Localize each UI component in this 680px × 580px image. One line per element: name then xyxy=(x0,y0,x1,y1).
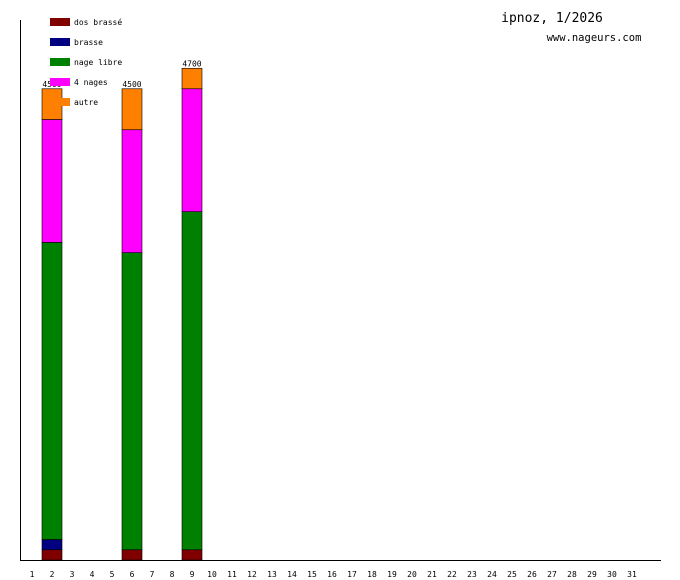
x-tick-label: 8 xyxy=(170,570,175,579)
x-tick-label: 31 xyxy=(627,570,637,579)
legend-swatch xyxy=(50,38,70,46)
x-tick-label: 4 xyxy=(90,570,95,579)
legend-label: brasse xyxy=(74,38,103,47)
bars-group xyxy=(41,67,203,561)
legend: dos brassé brasse nage libre 4 nages autre xyxy=(50,17,122,107)
bar-segment-day-9-series-0 xyxy=(181,549,203,561)
chart-subtitle: www.nageurs.com xyxy=(547,32,642,44)
bar-segment-day-9-series-4 xyxy=(181,67,203,90)
total-label-day-6: 4500 xyxy=(122,80,141,89)
x-tick-label: 29 xyxy=(587,570,597,579)
x-tick-label: 10 xyxy=(207,570,217,579)
x-tick-label: 2 xyxy=(50,570,55,579)
x-tick-label: 18 xyxy=(367,570,377,579)
x-tick-label: 19 xyxy=(387,570,397,579)
total-label-day-9: 4700 xyxy=(182,59,201,68)
legend-label: 4 nages xyxy=(74,78,108,87)
x-tick-label: 9 xyxy=(190,570,195,579)
x-tick-label: 12 xyxy=(247,570,257,579)
x-tick-label: 27 xyxy=(547,570,557,579)
x-tick-label: 13 xyxy=(267,570,277,579)
x-tick-label: 6 xyxy=(130,570,135,579)
x-tick-label: 15 xyxy=(307,570,317,579)
bar-segment-day-6-series-3 xyxy=(121,129,143,253)
bar-segment-day-9-series-2 xyxy=(181,211,203,551)
x-tick-label: 17 xyxy=(347,570,357,579)
x-tick-label: 24 xyxy=(487,570,497,579)
bar-segment-day-2-series-3 xyxy=(41,119,63,243)
bar-segment-day-2-series-0 xyxy=(41,549,63,561)
bar-segment-day-6-series-2 xyxy=(121,252,143,551)
x-tick-label: 5 xyxy=(110,570,115,579)
x-tick-label: 30 xyxy=(607,570,617,579)
bar-segment-day-2-series-2 xyxy=(41,242,63,540)
x-tick-label: 25 xyxy=(507,570,517,579)
legend-swatch xyxy=(50,18,70,26)
legend-label: dos brassé xyxy=(74,17,122,27)
x-tick-label: 3 xyxy=(70,570,75,579)
x-tick-label: 11 xyxy=(227,570,237,579)
legend-swatch xyxy=(50,58,70,66)
bar-segment-day-6-series-0 xyxy=(121,549,143,561)
x-tick-label: 26 xyxy=(527,570,537,579)
bar-segment-day-2-series-1 xyxy=(41,539,63,551)
bar-segment-day-9-series-3 xyxy=(181,88,203,212)
legend-swatch xyxy=(50,98,70,106)
x-tick-label: 16 xyxy=(327,570,337,579)
x-tick-label: 28 xyxy=(567,570,577,579)
bar-segment-day-6-series-4 xyxy=(121,88,143,131)
x-tick-label: 1 xyxy=(30,570,35,579)
legend-label: autre xyxy=(74,98,98,107)
legend-swatch xyxy=(50,78,70,86)
x-tick-label: 21 xyxy=(427,570,437,579)
chart-title: ipnoz, 1/2026 xyxy=(501,11,603,26)
legend-label: nage libre xyxy=(74,58,122,67)
x-tick-label: 14 xyxy=(287,570,297,579)
x-tick-label: 23 xyxy=(467,570,477,579)
x-tick-label: 7 xyxy=(150,570,155,579)
x-ticks-group: 1 2 3 4 5 6 7 8 9 10 11 12 13 14 15 16 17 18 19 20 21 22 23 24 2… xyxy=(30,570,637,579)
x-tick-label: 22 xyxy=(447,570,457,579)
x-tick-label: 20 xyxy=(407,570,417,579)
